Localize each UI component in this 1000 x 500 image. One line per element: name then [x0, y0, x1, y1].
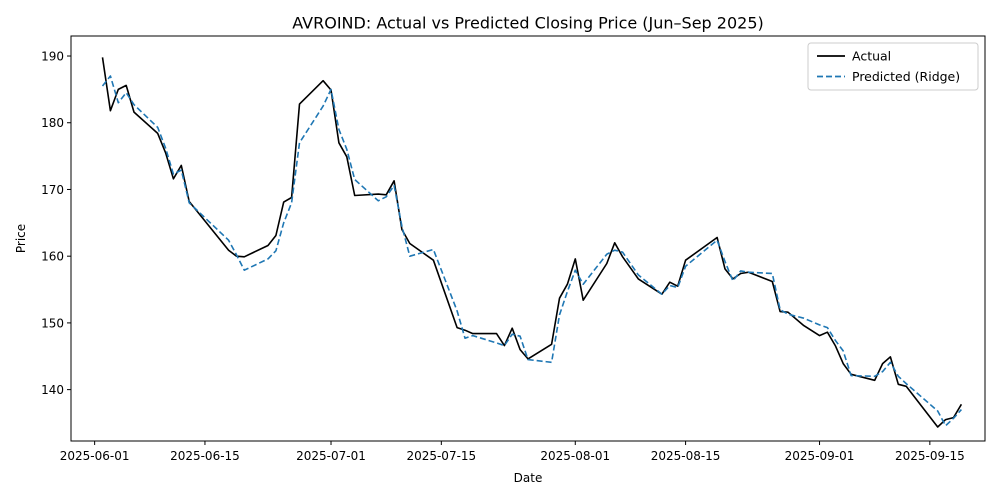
series-line-actual — [101, 57, 963, 428]
x-tick-label: 2025-07-15 — [406, 449, 476, 463]
x-tick-label: 2025-08-15 — [651, 449, 721, 463]
y-tick-label: 190 — [41, 50, 64, 64]
x-tick-label: 2025-06-15 — [170, 449, 240, 463]
legend: Actual Predicted (Ridge) — [807, 42, 979, 91]
x-tick-label: 2025-09-15 — [895, 449, 965, 463]
y-tick-label: 180 — [41, 116, 64, 130]
x-tick-label: 2025-08-01 — [540, 449, 610, 463]
x-tick-label: 2025-06-01 — [60, 449, 130, 463]
plot-frame — [70, 35, 986, 442]
legend-label-predicted: Predicted (Ridge) — [852, 69, 960, 84]
y-axis: 140 150 160 170 180 190 — [41, 50, 71, 397]
y-axis-label: Price — [14, 224, 28, 253]
y-tick-label: 160 — [41, 250, 64, 264]
x-tick-label: 2025-07-01 — [296, 449, 366, 463]
x-axis: 2025-06-01 2025-06-15 2025-07-01 2025-07-15… — [60, 441, 965, 463]
y-tick-label: 140 — [41, 383, 64, 397]
chart-title: AVROIND: Actual vs Predicted Closing Pri… — [292, 14, 764, 33]
legend-label-actual: Actual — [852, 49, 891, 64]
series-layer — [101, 57, 963, 428]
y-tick-label: 150 — [41, 316, 64, 330]
series-line-predicted — [101, 75, 962, 427]
y-tick-label: 170 — [41, 183, 64, 197]
legend-box — [807, 42, 979, 91]
x-tick-label: 2025-09-01 — [785, 449, 855, 463]
x-axis-label: Date — [514, 471, 543, 485]
plot-area — [70, 35, 986, 442]
